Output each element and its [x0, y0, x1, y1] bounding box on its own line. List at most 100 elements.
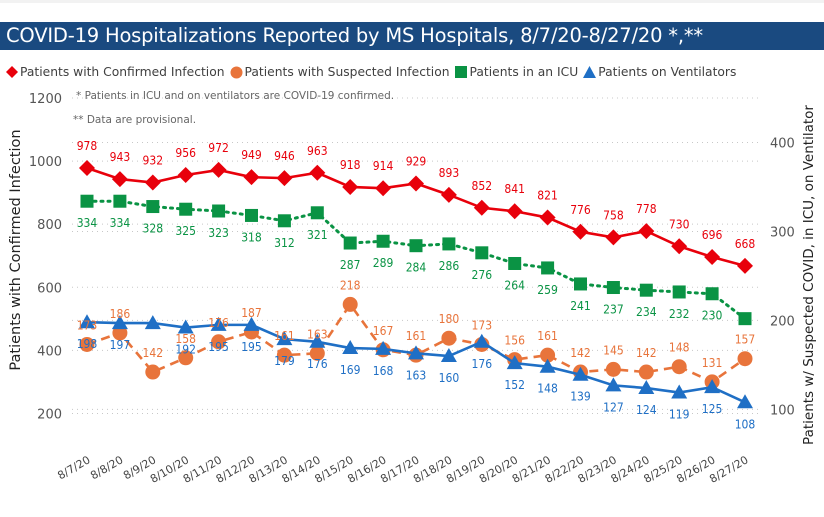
data-label: 163: [307, 327, 328, 341]
data-label: 161: [537, 329, 558, 343]
data-point-diamond: [539, 209, 556, 226]
data-point-triangle: [408, 345, 424, 360]
data-point-diamond: [605, 229, 622, 246]
data-label: 148: [669, 341, 690, 355]
y2-tick-label: 200: [770, 314, 795, 329]
data-point-square: [475, 246, 489, 260]
data-label: 145: [603, 343, 624, 357]
chart-title: COVID-19 Hospitalizations Reported by MS…: [6, 24, 703, 47]
data-point-circle: [540, 347, 556, 363]
data-label: 173: [471, 318, 492, 332]
data-point-diamond: [276, 170, 293, 187]
data-point-triangle: [638, 380, 655, 395]
data-point-triangle: [243, 316, 260, 331]
data-label: 325: [175, 224, 196, 238]
data-point-square: [442, 237, 456, 251]
data-point-square: [738, 312, 752, 326]
data-label: 963: [307, 144, 328, 158]
data-labels: 334 334 328 325 323 318 312 321 287 289 284 286 276 2…: [77, 139, 756, 431]
series-group: [79, 160, 753, 409]
data-point-diamond: [473, 199, 490, 216]
data-point-diamond: [342, 178, 359, 195]
data-label: 142: [636, 346, 657, 360]
data-point-triangle: [375, 340, 392, 355]
data-point-triangle: [79, 314, 95, 329]
data-point-triangle: [440, 348, 457, 363]
data-point-square: [212, 204, 226, 218]
data-label: 180: [439, 312, 460, 326]
data-point-triangle: [309, 333, 326, 348]
legend-label: Patients with Suspected Infection: [244, 65, 450, 79]
data-label: 198: [77, 337, 98, 351]
data-point-diamond: [243, 169, 260, 186]
data-label: 321: [307, 228, 328, 242]
data-point-circle: [309, 345, 325, 361]
data-label: 156: [504, 334, 525, 348]
data-point-diamond: [375, 180, 392, 197]
data-label: 176: [471, 357, 492, 371]
data-label: 328: [142, 222, 163, 236]
data-point-triangle: [539, 358, 556, 373]
data-label: 232: [669, 307, 690, 321]
data-label: 158: [175, 332, 196, 346]
data-point-square: [705, 287, 719, 301]
data-point-square: [277, 214, 291, 228]
y2-tick-label: 100: [770, 403, 795, 418]
series-line: [86, 302, 746, 384]
data-point-diamond: [111, 171, 128, 188]
data-label: 276: [471, 268, 492, 282]
data-point-circle: [737, 351, 753, 367]
data-label: 237: [603, 303, 624, 317]
data-label: 230: [702, 309, 723, 323]
data-label: 972: [208, 141, 229, 155]
data-label: 124: [636, 403, 657, 417]
data-point-triangle: [473, 333, 490, 348]
x-tick-label: 8/8/20: [88, 453, 125, 482]
data-label: 163: [406, 368, 427, 382]
data-label: 918: [340, 158, 361, 172]
data-label: 946: [274, 149, 295, 163]
legend-item-ventilators[interactable]: Patients on Ventilators: [583, 65, 736, 79]
data-point-triangle: [572, 366, 589, 381]
footnote-1: * Patients in ICU and on ventilators are…: [76, 90, 395, 102]
data-point-diamond: [737, 257, 753, 274]
data-point-circle: [112, 325, 128, 341]
data-point-circle: [178, 350, 194, 366]
data-point-square: [146, 200, 160, 214]
y2-tick-label: 300: [770, 225, 795, 240]
labels-square: 334 334 328 325 323 318 312 321 287 289 284 286 276 2…: [77, 216, 723, 323]
legend-item-icu[interactable]: Patients in an ICU: [454, 65, 579, 79]
data-label: 929: [406, 154, 427, 168]
data-label: 119: [669, 408, 690, 422]
legend-item-confirmed[interactable]: Patients with Confirmed Infection: [6, 65, 225, 79]
x-axis: 8/7/208/8/208/9/208/10/208/11/208/12/208…: [55, 453, 750, 485]
data-point-square: [541, 261, 555, 275]
data-label: 778: [636, 202, 657, 216]
data-point-diamond: [177, 166, 194, 183]
data-point-square: [245, 208, 258, 222]
data-point-triangle: [111, 315, 128, 330]
legend-label: Patients with Confirmed Infection: [20, 65, 225, 79]
data-point-triangle: [671, 384, 688, 399]
data-point-triangle: [276, 331, 293, 346]
data-point-square: [113, 194, 127, 208]
legend-label: Patients on Ventilators: [598, 65, 737, 79]
data-label: 186: [110, 307, 131, 321]
data-point-square: [639, 283, 653, 297]
data-point-square: [80, 194, 94, 208]
data-point-triangle: [210, 316, 227, 331]
data-label: 284: [406, 261, 427, 275]
data-label: 312: [274, 236, 295, 250]
data-point-square: [343, 236, 357, 250]
data-point-square: [179, 202, 193, 216]
data-point-square: [672, 285, 686, 299]
legend-label: Patients in an ICU: [469, 65, 579, 79]
legend-item-suspected[interactable]: Patients with Suspected Infection: [230, 65, 450, 79]
labels-diamond: 978 943 932 956 972 949 946 963 918 914 929 893 852 8…: [77, 139, 756, 251]
y-axis-right: 100 200 300 400: [770, 136, 795, 418]
data-label: 668: [735, 237, 756, 251]
data-label: 234: [636, 305, 657, 319]
data-point-circle: [342, 296, 358, 312]
series-diamond: [79, 160, 753, 274]
data-label: 195: [208, 340, 229, 354]
